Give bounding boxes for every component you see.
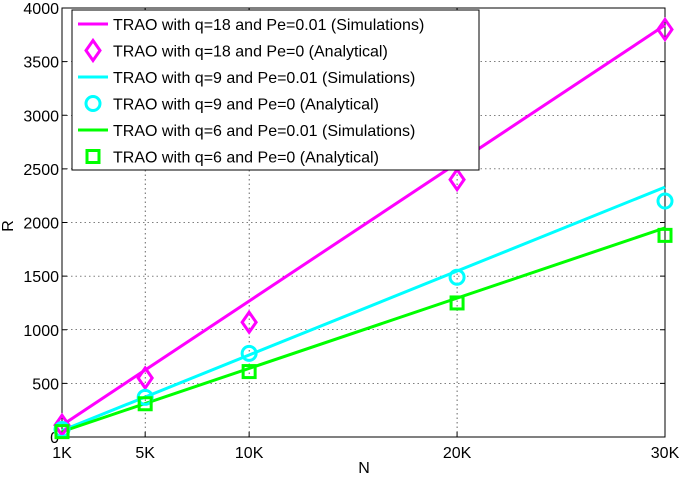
data-point-circle — [240, 344, 258, 362]
y-tick-label: 1500 — [23, 269, 59, 286]
legend-item: TRAO with q=9 and Pe=0.01 (Simulations) — [78, 70, 415, 87]
x-axis-label: N — [358, 460, 370, 477]
data-point-diamond — [240, 309, 258, 335]
legend-label: TRAO with q=18 and Pe=0.01 (Simulations) — [113, 17, 424, 34]
data-point-square — [137, 396, 153, 412]
legend-item: TRAO with q=18 and Pe=0 (Analytical) — [84, 37, 388, 64]
x-tick-label: 5K — [135, 445, 155, 462]
data-point-circle — [448, 268, 466, 286]
data-point-diamond — [656, 16, 674, 43]
x-tick-label: 1K — [52, 445, 72, 462]
series-line — [61, 185, 666, 432]
legend-label: TRAO with q=18 and Pe=0 (Analytical) — [113, 44, 388, 61]
y-tick-label: 3000 — [23, 108, 59, 125]
data-point-square — [657, 227, 673, 243]
legend: TRAO with q=18 and Pe=0.01 (Simulations)… — [71, 9, 480, 171]
series-line — [61, 226, 666, 434]
legend-label: TRAO with q=9 and Pe=0.01 (Simulations) — [113, 70, 415, 87]
legend-marker-swatch — [85, 149, 101, 164]
y-tick-label: 4000 — [23, 1, 59, 18]
x-tick-label: 30K — [651, 445, 680, 462]
legend-label: TRAO with q=6 and Pe=0 (Analytical) — [113, 150, 379, 167]
legend-item: TRAO with q=6 and Pe=0.01 (Simulations) — [78, 123, 415, 140]
x-tick-label: 20K — [443, 445, 472, 462]
legend-item: TRAO with q=6 and Pe=0 (Analytical) — [85, 149, 379, 167]
legend-item: TRAO with q=18 and Pe=0.01 (Simulations) — [78, 17, 424, 34]
y-tick-label: 500 — [32, 376, 59, 393]
series-group — [53, 16, 674, 440]
data-point-diamond — [448, 166, 466, 193]
y-tick-label: 3500 — [23, 55, 59, 72]
series-line — [61, 23, 666, 427]
y-tick-label: 2500 — [23, 162, 59, 179]
legend-marker-swatch — [84, 95, 102, 112]
data-point-circle — [656, 192, 674, 210]
data-point-square — [241, 364, 257, 380]
legend-item: TRAO with q=9 and Pe=0 (Analytical) — [84, 95, 379, 114]
legend-label: TRAO with q=6 and Pe=0.01 (Simulations) — [113, 123, 415, 140]
data-point-square — [54, 424, 70, 440]
legend-box — [71, 9, 480, 171]
y-tick-label: 2000 — [23, 216, 59, 233]
legend-label: TRAO with q=9 and Pe=0 (Analytical) — [113, 97, 379, 114]
data-point-square — [449, 295, 465, 311]
x-axis: 1K 5K 10K 20K 30K — [52, 8, 680, 462]
y-tick-label: 1000 — [23, 323, 59, 340]
x-tick-label: 10K — [235, 445, 264, 462]
legend-marker-swatch — [84, 37, 102, 64]
y-axis-label: R — [0, 220, 17, 232]
data-point-diamond — [136, 365, 155, 391]
